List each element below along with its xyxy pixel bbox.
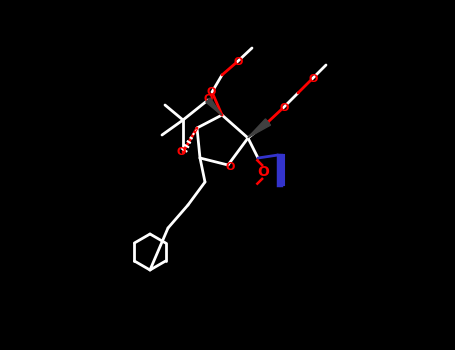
- Polygon shape: [206, 98, 222, 115]
- Text: O: O: [203, 94, 212, 104]
- Polygon shape: [248, 119, 271, 138]
- Text: O: O: [308, 74, 318, 84]
- Text: O: O: [177, 147, 186, 157]
- Text: O: O: [257, 165, 269, 179]
- Text: O: O: [279, 103, 288, 113]
- Text: O: O: [206, 87, 216, 97]
- Text: O: O: [225, 162, 235, 172]
- Text: O: O: [233, 57, 243, 67]
